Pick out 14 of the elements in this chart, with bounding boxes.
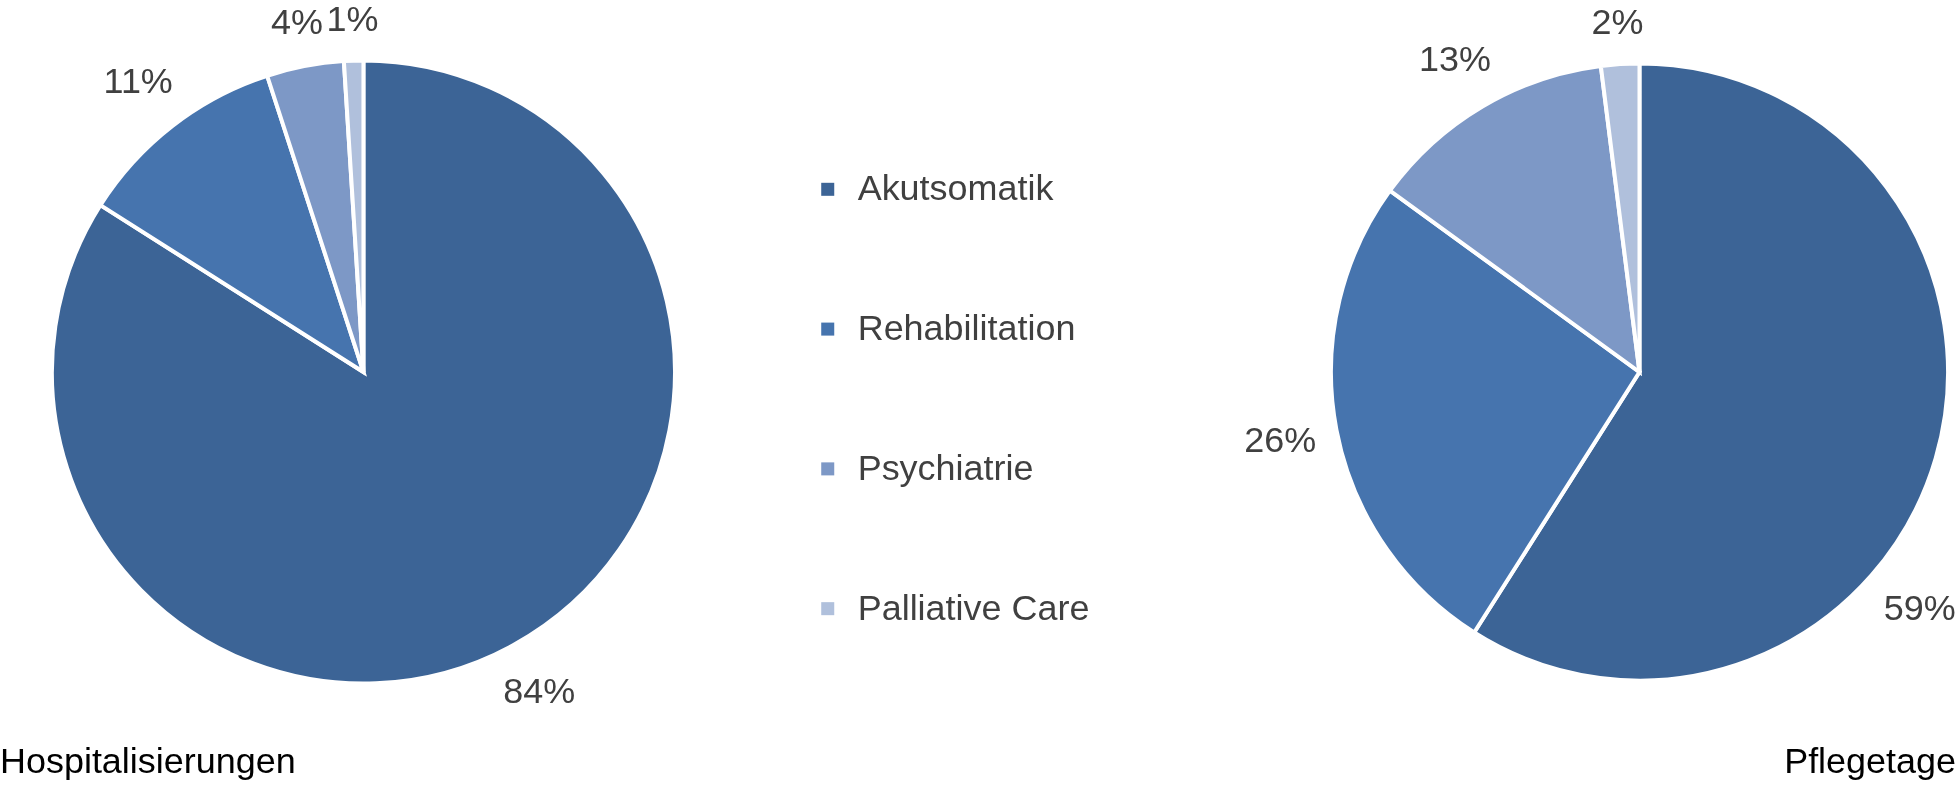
legend-label: Psychiatrie [857,446,1034,488]
text: Pflegetage [1784,740,1956,782]
data-label: 4% [270,1,323,43]
data-label: 2% [1591,0,1644,42]
legend-label: Akutsomatik [857,167,1055,209]
legend-label: Rehabilitation [857,307,1076,349]
text: Hospitalisierungen [0,740,296,782]
data-label: 11% [103,59,173,101]
data-label: 26% [1244,418,1317,460]
data-label: 1% [326,0,379,40]
data-label: 84% [503,669,576,711]
data-label: 13% [1419,38,1491,80]
data-label: 59% [1883,586,1956,628]
legend-label: Palliative Care [857,586,1090,628]
